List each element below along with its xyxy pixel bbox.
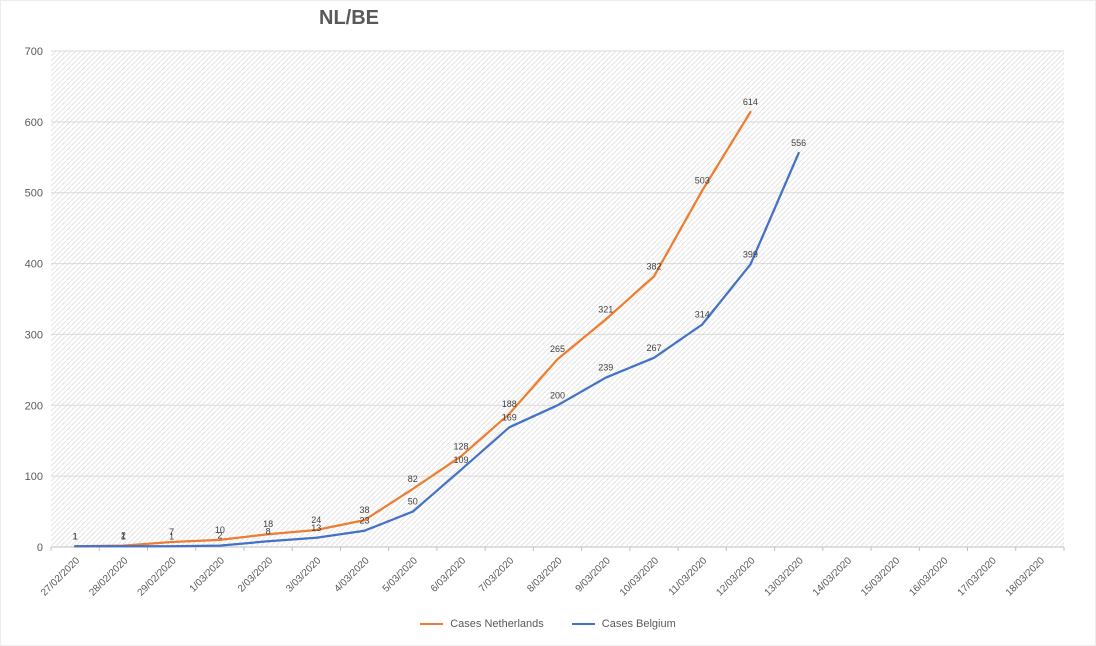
x-tick-label: 28/02/2020: [87, 555, 130, 598]
x-axis: [50, 546, 1065, 551]
series-lines: [73, 110, 800, 548]
y-tick-label: 0: [37, 542, 43, 554]
x-tick-label: 27/02/2020: [39, 555, 82, 598]
legend-label-netherlands: Cases Netherlands: [450, 618, 544, 630]
data-label-cases-belgium: 13: [311, 523, 321, 533]
legend-item-netherlands: Cases Netherlands: [420, 618, 544, 630]
x-tick-label: 10/03/2020: [618, 555, 661, 598]
data-label-cases-belgium: 200: [550, 390, 565, 400]
legend-swatch-belgium: [571, 623, 595, 625]
data-label-cases-netherlands: 82: [408, 474, 418, 484]
x-tick-label: 16/03/2020: [907, 555, 950, 598]
y-tick-label: 600: [25, 117, 43, 129]
data-label-cases-belgium: 239: [598, 363, 613, 373]
data-label-cases-netherlands: 614: [743, 97, 758, 107]
data-label-cases-belgium: 2: [217, 531, 222, 541]
x-tick-label: 17/03/2020: [956, 555, 999, 598]
x-tick-label: 4/03/2020: [332, 555, 372, 595]
x-tick-label: 11/03/2020: [667, 555, 710, 598]
data-label-cases-belgium: 50: [408, 497, 418, 507]
series-line-cases-belgium: [73, 151, 800, 548]
chart-title: NL/BE: [319, 7, 379, 29]
y-axis-labels: 0 100 200 300 400 500 600 700: [25, 46, 43, 554]
data-label-cases-netherlands: 382: [646, 261, 661, 271]
data-label-cases-netherlands: 128: [454, 441, 469, 451]
data-label-cases-belgium: 399: [743, 249, 758, 259]
x-tick-label: 5/03/2020: [381, 555, 421, 595]
x-tick-label: 18/03/2020: [1004, 555, 1047, 598]
data-label-cases-belgium: 109: [454, 455, 469, 465]
y-tick-label: 300: [25, 329, 43, 341]
data-label-cases-belgium: 1: [169, 531, 174, 541]
data-label-cases-netherlands: 38: [360, 505, 370, 515]
x-tick-label: 12/03/2020: [714, 555, 757, 598]
x-tick-label: 7/03/2020: [477, 555, 517, 595]
data-label-cases-netherlands: 321: [598, 305, 613, 315]
data-label-cases-belgium: 267: [646, 343, 661, 353]
legend-label-belgium: Cases Belgium: [601, 618, 676, 630]
data-label-cases-netherlands: 7: [169, 527, 174, 537]
x-tick-label: 15/03/2020: [859, 555, 902, 598]
y-tick-label: 700: [25, 46, 43, 58]
y-tick-label: 500: [25, 188, 43, 200]
x-tick-label: 8/03/2020: [525, 555, 565, 595]
data-label-cases-netherlands: 18: [263, 519, 273, 529]
x-tick-label: 1/03/2020: [188, 555, 228, 595]
data-label-cases-belgium: 23: [360, 516, 370, 526]
data-label-cases-belgium: 169: [502, 412, 517, 422]
x-tick-label: 2/03/2020: [236, 555, 276, 595]
data-label-cases-netherlands: 1: [73, 531, 78, 541]
data-label-cases-netherlands: 10: [215, 525, 225, 535]
series-line-cases-netherlands: [73, 110, 752, 548]
y-tick-label: 400: [25, 259, 43, 271]
x-tick-label: 13/03/2020: [763, 555, 806, 598]
data-label-cases-belgium: 1: [121, 531, 126, 541]
y-tick-label: 100: [25, 471, 43, 483]
legend-swatch-netherlands: [420, 623, 444, 625]
y-tick-label: 200: [25, 400, 43, 412]
data-label-cases-netherlands: 24: [311, 515, 321, 525]
x-axis-labels: 27/02/2020 28/02/2020 29/02/2020 1/03/2020 2…: [39, 555, 1047, 598]
x-tick-label: 29/02/2020: [136, 555, 179, 598]
data-label-cases-belgium: 1: [73, 531, 78, 541]
data-label-cases-belgium: 556: [791, 138, 806, 148]
x-tick-label: 3/03/2020: [284, 555, 324, 595]
data-label-cases-netherlands: 265: [550, 344, 565, 354]
chart-legend: Cases Netherlands Cases Belgium: [1, 618, 1095, 630]
x-tick-label: 6/03/2020: [429, 555, 469, 595]
legend-item-belgium: Cases Belgium: [571, 618, 676, 630]
data-label-cases-belgium: 8: [266, 526, 271, 536]
data-label-cases-belgium: 314: [695, 310, 710, 320]
plot-area: [51, 51, 1064, 547]
x-tick-label: 9/03/2020: [574, 555, 614, 595]
x-tick-label: 14/03/2020: [811, 555, 854, 598]
data-label-cases-netherlands: 188: [502, 399, 517, 409]
data-label-cases-netherlands: 2: [121, 531, 126, 541]
data-label-cases-netherlands: 503: [695, 176, 710, 186]
